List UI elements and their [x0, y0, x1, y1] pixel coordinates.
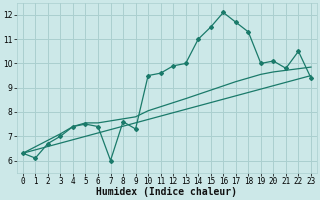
X-axis label: Humidex (Indice chaleur): Humidex (Indice chaleur): [96, 187, 237, 197]
